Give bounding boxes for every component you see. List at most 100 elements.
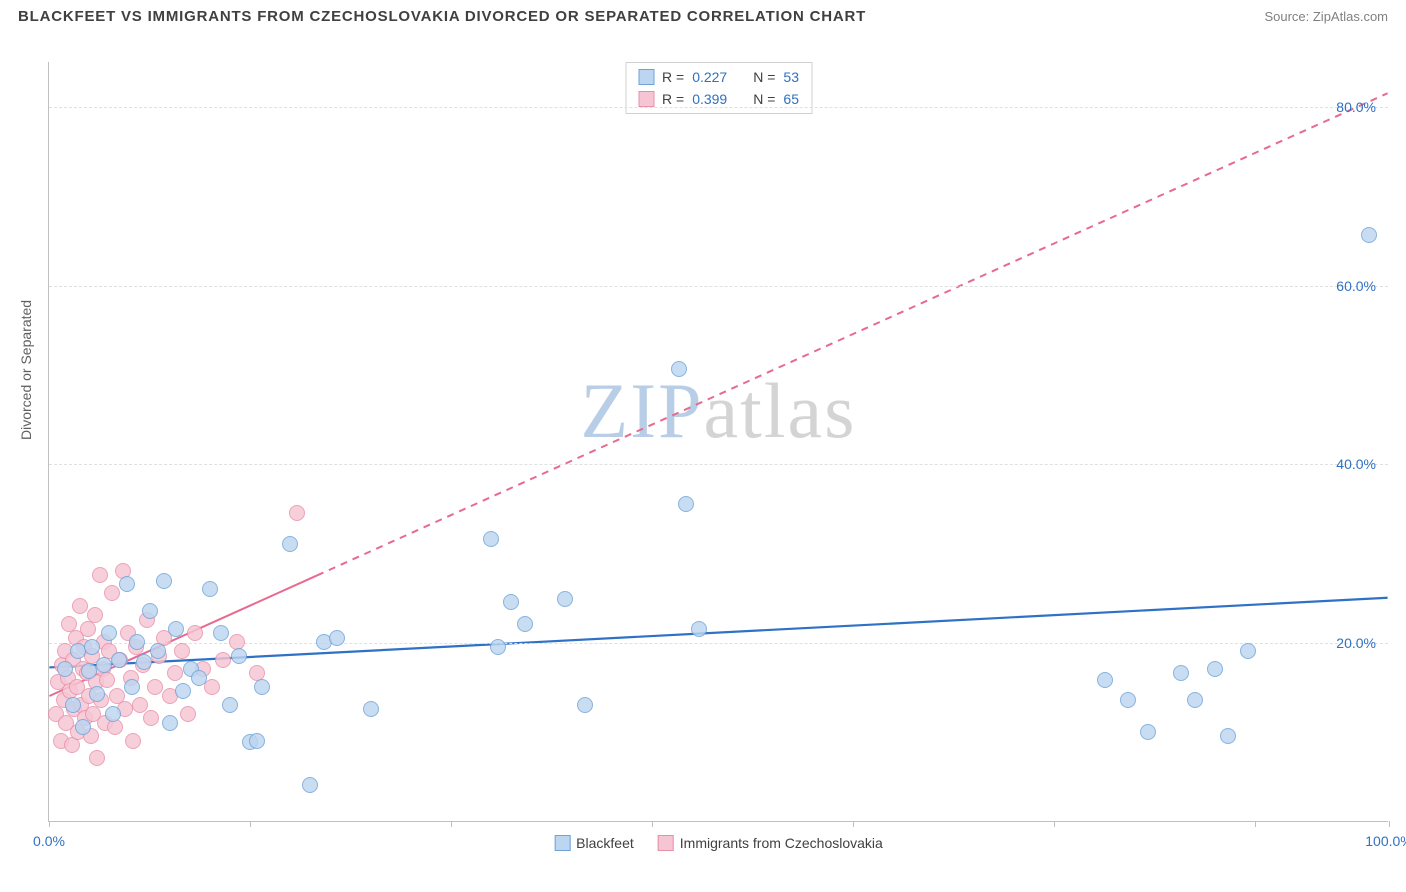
scatter-point-czech (99, 672, 115, 688)
y-tick-label: 80.0% (1336, 99, 1376, 115)
scatter-point-blackfeet (191, 670, 207, 686)
scatter-point-blackfeet (1173, 665, 1189, 681)
legend-item-blackfeet: Blackfeet (554, 835, 634, 851)
scatter-point-blackfeet (577, 697, 593, 713)
scatter-point-blackfeet (503, 594, 519, 610)
scatter-point-blackfeet (124, 679, 140, 695)
scatter-point-blackfeet (1361, 227, 1377, 243)
stats-row-blackfeet: R = 0.227 N = 53 (638, 66, 799, 88)
scatter-point-blackfeet (1140, 724, 1156, 740)
scatter-point-blackfeet (517, 616, 533, 632)
scatter-point-blackfeet (129, 634, 145, 650)
scatter-point-blackfeet (1240, 643, 1256, 659)
scatter-point-blackfeet (111, 652, 127, 668)
source-attribution: Source: ZipAtlas.com (1264, 9, 1388, 24)
scatter-point-blackfeet (105, 706, 121, 722)
scatter-point-blackfeet (671, 361, 687, 377)
scatter-point-blackfeet (57, 661, 73, 677)
legend-label-blackfeet: Blackfeet (576, 835, 634, 851)
x-tick-label: 0.0% (33, 833, 65, 849)
scatter-point-blackfeet (363, 701, 379, 717)
legend-label-czech: Immigrants from Czechoslovakia (680, 835, 883, 851)
watermark-zip: ZIP (581, 367, 704, 454)
scatter-point-blackfeet (150, 643, 166, 659)
stats-n-value: 53 (783, 66, 799, 88)
x-tick (853, 821, 854, 827)
scatter-point-czech (72, 598, 88, 614)
scatter-point-czech (89, 750, 105, 766)
scatter-point-czech (167, 665, 183, 681)
x-tick (1054, 821, 1055, 827)
chart-header: BLACKFEET VS IMMIGRANTS FROM CZECHOSLOVA… (0, 0, 1406, 37)
scatter-point-blackfeet (222, 697, 238, 713)
scatter-point-czech (147, 679, 163, 695)
scatter-point-blackfeet (231, 648, 247, 664)
watermark-atlas: atlas (704, 367, 857, 454)
series-legend: Blackfeet Immigrants from Czechoslovakia (554, 835, 883, 851)
scatter-point-blackfeet (213, 625, 229, 641)
legend-swatch-blackfeet (554, 835, 570, 851)
x-tick (250, 821, 251, 827)
x-tick (1389, 821, 1390, 827)
scatter-point-blackfeet (84, 639, 100, 655)
scatter-point-blackfeet (81, 663, 97, 679)
scatter-point-blackfeet (96, 657, 112, 673)
scatter-point-czech (87, 607, 103, 623)
gridline (49, 643, 1388, 644)
watermark: ZIPatlas (581, 366, 857, 456)
chart-title: BLACKFEET VS IMMIGRANTS FROM CZECHOSLOVA… (18, 8, 866, 25)
scatter-point-czech (289, 505, 305, 521)
scatter-point-blackfeet (175, 683, 191, 699)
scatter-point-blackfeet (162, 715, 178, 731)
scatter-point-czech (174, 643, 190, 659)
y-tick-label: 40.0% (1336, 456, 1376, 472)
scatter-point-czech (92, 567, 108, 583)
scatter-point-czech (215, 652, 231, 668)
x-tick-label: 100.0% (1365, 833, 1406, 849)
scatter-point-blackfeet (282, 536, 298, 552)
scatter-point-blackfeet (119, 576, 135, 592)
scatter-point-blackfeet (1207, 661, 1223, 677)
scatter-point-blackfeet (156, 573, 172, 589)
scatter-point-czech (204, 679, 220, 695)
scatter-point-blackfeet (89, 686, 105, 702)
scatter-point-czech (180, 706, 196, 722)
scatter-point-blackfeet (75, 719, 91, 735)
stats-r-value: 0.227 (692, 66, 727, 88)
scatter-point-blackfeet (142, 603, 158, 619)
scatter-point-czech (143, 710, 159, 726)
scatter-point-blackfeet (136, 654, 152, 670)
scatter-point-blackfeet (557, 591, 573, 607)
swatch-blackfeet (638, 69, 654, 85)
scatter-point-blackfeet (329, 630, 345, 646)
x-tick (451, 821, 452, 827)
scatter-point-blackfeet (1220, 728, 1236, 744)
x-tick (49, 821, 50, 827)
scatter-plot-area: ZIPatlas R =0.227N =53R =0.399N =65 Blac… (48, 62, 1388, 822)
scatter-point-blackfeet (302, 777, 318, 793)
scatter-point-blackfeet (678, 496, 694, 512)
x-tick (652, 821, 653, 827)
stats-r-label: R = (662, 66, 684, 88)
scatter-point-blackfeet (249, 733, 265, 749)
scatter-point-blackfeet (101, 625, 117, 641)
scatter-point-blackfeet (254, 679, 270, 695)
scatter-point-blackfeet (1097, 672, 1113, 688)
legend-item-czech: Immigrants from Czechoslovakia (658, 835, 883, 851)
stats-n-label: N = (753, 66, 775, 88)
scatter-point-czech (125, 733, 141, 749)
scatter-point-blackfeet (483, 531, 499, 547)
gridline (49, 286, 1388, 287)
scatter-point-czech (187, 625, 203, 641)
scatter-point-blackfeet (65, 697, 81, 713)
trend-lines (49, 62, 1388, 821)
scatter-point-blackfeet (490, 639, 506, 655)
scatter-point-blackfeet (1187, 692, 1203, 708)
legend-swatch-czech (658, 835, 674, 851)
scatter-point-blackfeet (202, 581, 218, 597)
gridline (49, 107, 1388, 108)
x-tick (1255, 821, 1256, 827)
y-tick-label: 60.0% (1336, 278, 1376, 294)
scatter-point-blackfeet (691, 621, 707, 637)
scatter-point-blackfeet (1120, 692, 1136, 708)
